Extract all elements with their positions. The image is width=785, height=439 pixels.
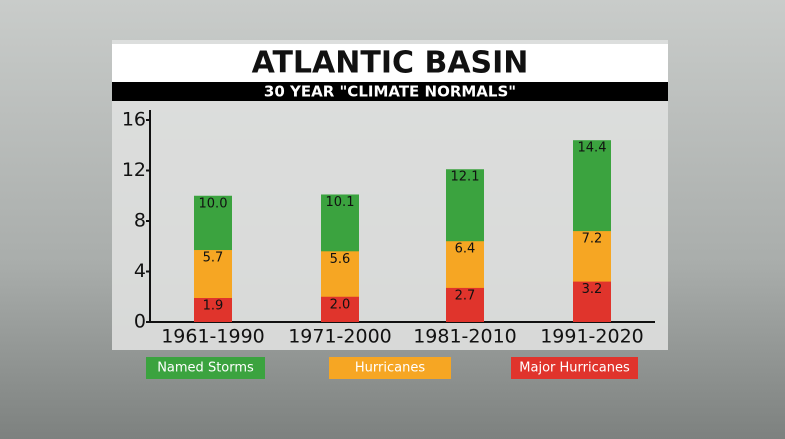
- bar: [446, 287, 484, 322]
- data-label: 7.2: [582, 232, 603, 247]
- legend-label: Hurricanes: [355, 361, 425, 376]
- data-label: 10.1: [326, 195, 355, 210]
- data-label: 3.2: [582, 282, 603, 297]
- title-band: [112, 44, 668, 82]
- x-tick-label: 1981-2010: [413, 326, 517, 348]
- legend-swatch: [329, 357, 451, 379]
- data-label: 5.6: [330, 252, 351, 267]
- legend-label: Major Hurricanes: [519, 361, 630, 376]
- y-tick-label: 0: [134, 311, 146, 333]
- y-tick-label: 8: [134, 210, 146, 232]
- x-tick-label: 1971-2000: [288, 326, 392, 348]
- chart-title: ATLANTIC BASIN: [252, 46, 529, 81]
- data-label: 2.7: [455, 288, 476, 303]
- data-label: 6.4: [455, 242, 476, 257]
- data-label: 1.9: [203, 299, 224, 314]
- subtitle-band: [112, 82, 668, 101]
- data-label: 12.1: [451, 170, 480, 185]
- legend-swatch: [511, 357, 638, 379]
- data-label: 5.7: [203, 251, 224, 266]
- y-tick-label: 4: [134, 260, 146, 282]
- bar: [194, 298, 232, 322]
- data-label: 14.4: [578, 141, 607, 156]
- bar: [321, 296, 359, 322]
- x-tick-label: 1961-1990: [161, 326, 265, 348]
- y-tick-label: 12: [122, 159, 146, 181]
- bar: [573, 281, 611, 322]
- legend-swatch: [146, 357, 265, 379]
- data-label: 2.0: [330, 297, 351, 312]
- data-label: 10.0: [199, 196, 228, 211]
- legend-label: Named Storms: [157, 361, 254, 376]
- x-tick-label: 1991-2020: [540, 326, 644, 348]
- chart-subtitle: 30 YEAR "CLIMATE NORMALS": [264, 83, 516, 101]
- y-tick-label: 16: [122, 109, 146, 131]
